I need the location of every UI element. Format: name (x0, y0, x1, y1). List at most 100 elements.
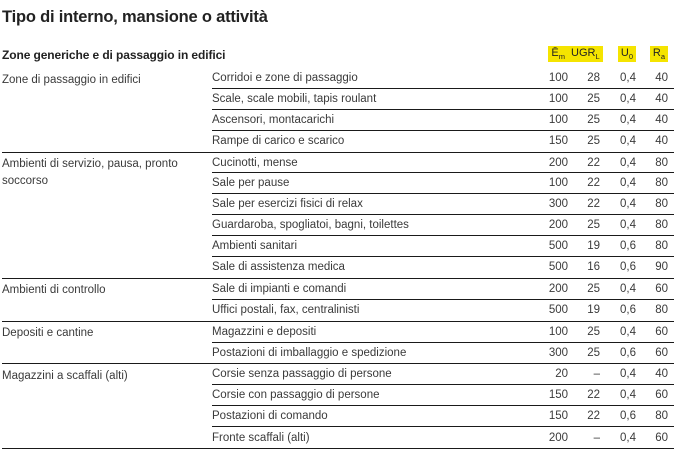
cell-ra-value: 80 (655, 240, 668, 253)
table-row: Ambienti sanitari 500 19 0,6 80 (212, 236, 674, 258)
column-header-uo: U0 (617, 46, 636, 62)
table-group: Depositi e cantine Magazzini e depositi 10… (2, 322, 674, 365)
cell-uo-value: 0,4 (620, 219, 636, 232)
table-group: Ambienti di servizio, pausa, pronto socc… (2, 153, 674, 279)
table-row: Scale, scale mobili, tapis roulant 100 25 0… (212, 89, 674, 110)
column-header-uo-sub: 0 (628, 52, 633, 62)
cell-ugr-value: – (593, 368, 600, 381)
table-body: Zone di passaggio in edifici Corridoi e z… (2, 68, 674, 450)
cell-em-value: 100 (548, 325, 568, 338)
cell-ra-value: 60 (655, 347, 668, 360)
column-header-cell-em: Ēm (470, 43, 568, 62)
cell-em-value: 300 (548, 347, 568, 360)
cell-uo-value: 0,6 (620, 240, 636, 253)
column-header-em-main: Ē (551, 47, 559, 59)
cell-uo-value: 0,4 (620, 325, 636, 338)
column-header-ugr: UGRL (568, 46, 603, 62)
table-row: Corsie con passaggio di persone 150 22 0,4 6… (212, 385, 674, 407)
cell-uo-value: 0,4 (620, 71, 636, 84)
cell-uo-value: 0,4 (620, 282, 636, 295)
cell-em-value: 200 (548, 431, 568, 444)
cell-uo-value: 0,6 (620, 304, 636, 317)
cell-uo-value: 0,4 (620, 113, 636, 126)
table-row: Sale di assistenza medica 500 16 0,6 90 (212, 257, 674, 278)
cell-ugr-value: 25 (587, 347, 600, 360)
cell-em-value: 200 (548, 156, 568, 169)
section-header: Zone generiche e di passaggio in edifici (2, 48, 226, 62)
cell-em-value: 150 (548, 135, 568, 148)
cell-em-value: 200 (548, 219, 568, 232)
document-page: Tipo di interno, mansione o attività Zon… (0, 8, 674, 458)
cell-em-value: 150 (548, 410, 568, 423)
cell-ra-value: 80 (655, 304, 668, 317)
group-label: Ambienti di servizio, pausa, pronto socc… (2, 158, 178, 188)
group-rows: Sale di impianti e comandi 200 25 0,4 60 Uffi… (212, 279, 674, 321)
cell-em-value: 150 (548, 389, 568, 402)
cell-em-value: 100 (548, 177, 568, 190)
cell-activity: Postazioni di imballaggio e spedizione (212, 347, 407, 360)
cell-activity: Sale per esercizi fisici di relax (212, 198, 363, 211)
cell-uo-value: 0,6 (620, 347, 636, 360)
cell-activity: Guardaroba, spogliatoi, bagni, toilettes (212, 219, 409, 232)
table-row: Guardaroba, spogliatoi, bagni, toilettes… (212, 215, 674, 237)
cell-ugr-value: 19 (587, 304, 600, 317)
cell-em-value: 100 (548, 71, 568, 84)
cell-activity: Corsie con passaggio di persone (212, 389, 380, 402)
cell-ugr-value: 22 (587, 410, 600, 423)
table-row: Rampe di carico e scarico 150 25 0,4 40 (212, 131, 674, 152)
column-header-ra: Ra (649, 46, 668, 62)
cell-ra-value: 80 (655, 219, 668, 232)
column-header-em: Ēm (548, 46, 568, 62)
table-row: Corsie senza passaggio di persone 20 – 0,4 4… (212, 364, 674, 386)
cell-ra-value: 60 (655, 431, 668, 444)
cell-ra-value: 40 (655, 135, 668, 148)
column-header-cell-uo: U0 (600, 43, 636, 62)
cell-em-value: 500 (548, 304, 568, 317)
cell-uo-value: 0,6 (620, 261, 636, 274)
cell-uo-value: 0,4 (620, 177, 636, 190)
table-row: Ascensori, montacarichi 100 25 0,4 40 (212, 110, 674, 131)
cell-ra-value: 40 (655, 71, 668, 84)
cell-ugr-value: 25 (587, 325, 600, 338)
cell-activity: Fronte scaffali (alti) (212, 431, 310, 444)
cell-uo-value: 0,4 (620, 431, 636, 444)
cell-ra-value: 90 (655, 261, 668, 274)
cell-activity: Scale, scale mobili, tapis roulant (212, 92, 377, 105)
cell-ra-value: 80 (655, 198, 668, 211)
column-header-ra-main: R (652, 47, 661, 59)
table-row: Sale per esercizi fisici di relax 300 22 0,… (212, 194, 674, 216)
cell-activity: Magazzini e depositi (212, 325, 317, 338)
table-group: Ambienti di controllo Sale di impianti e … (2, 279, 674, 322)
group-rows: Cucinotti, mense 200 22 0,4 80 Sale per pause… (212, 153, 674, 278)
cell-activity: Sale di assistenza medica (212, 261, 345, 274)
group-label: Zone di passaggio in edifici (2, 73, 141, 86)
cell-em-value: 100 (548, 113, 568, 126)
cell-ra-value: 60 (655, 325, 668, 338)
column-header-ra-sub: a (660, 52, 665, 62)
table-header: Zone generiche e di passaggio in edifici… (2, 44, 674, 62)
cell-em-value: 300 (548, 198, 568, 211)
table-row: Postazioni di imballaggio e spedizione 30… (212, 343, 674, 364)
cell-ugr-value: 22 (587, 389, 600, 402)
cell-uo-value: 0,4 (620, 198, 636, 211)
cell-ugr-value: 22 (587, 198, 600, 211)
table-row: Cucinotti, mense 200 22 0,4 80 (212, 153, 674, 174)
cell-ugr-value: 25 (587, 92, 600, 105)
group-label: Depositi e cantine (2, 327, 94, 340)
cell-ugr-value: 25 (587, 135, 600, 148)
cell-uo-value: 0,4 (620, 389, 636, 402)
page-title: Tipo di interno, mansione o attività (2, 8, 268, 26)
cell-em-value: 20 (555, 368, 568, 381)
group-rows: Corsie senza passaggio di persone 20 – 0,4 4… (212, 364, 674, 448)
table-row: Corridoi e zone di passaggio 100 28 0,4 40 (212, 68, 674, 89)
group-rows: Magazzini e depositi 100 25 0,4 60 Postazioni… (212, 322, 674, 364)
cell-activity: Corridoi e zone di passaggio (212, 71, 358, 84)
cell-ugr-value: 25 (587, 219, 600, 232)
column-header-ugr-sub: L (595, 52, 600, 62)
cell-ra-value: 40 (655, 113, 668, 126)
cell-uo-value: 0,4 (620, 135, 636, 148)
cell-ra-value: 60 (655, 282, 668, 295)
cell-uo-value: 0,4 (620, 368, 636, 381)
cell-em-value: 100 (548, 92, 568, 105)
table-row: Sale di impianti e comandi 200 25 0,4 60 (212, 279, 674, 300)
